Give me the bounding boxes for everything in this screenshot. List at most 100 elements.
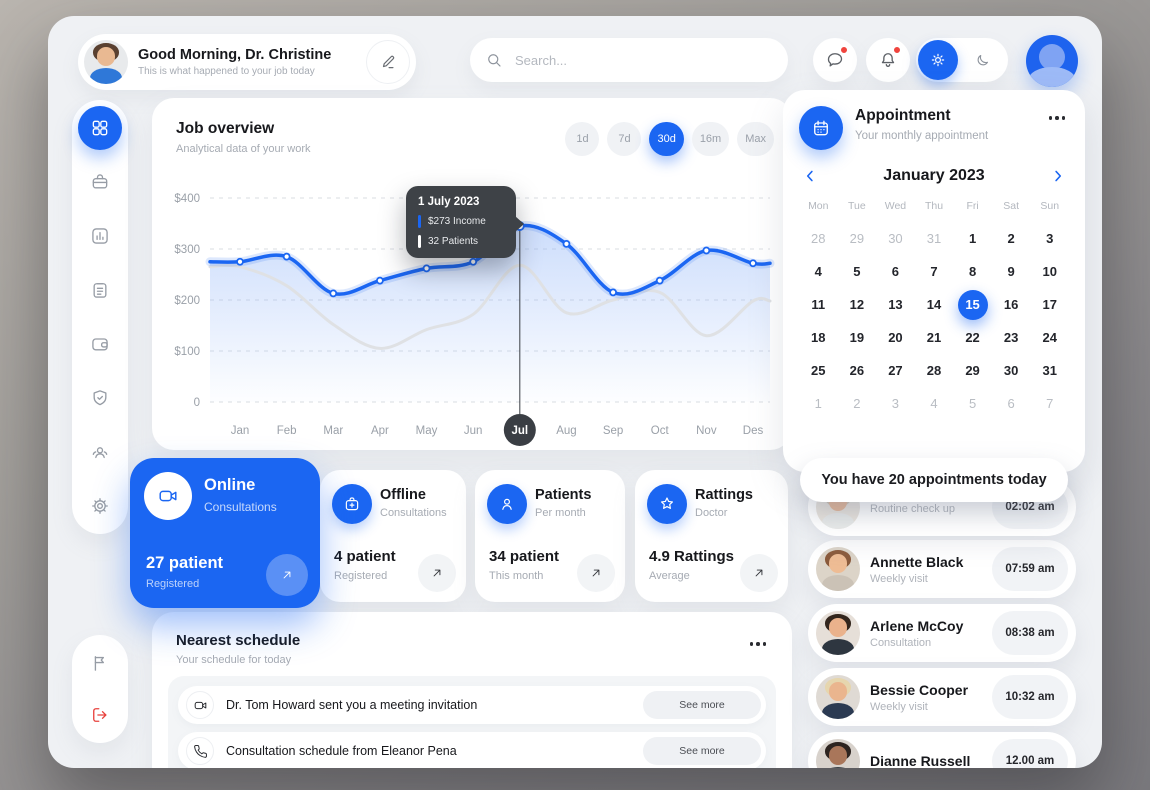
calendar-day[interactable]: 31	[1042, 363, 1057, 378]
calendar-day[interactable]: 23	[1003, 330, 1019, 345]
calendar-day[interactable]: 6	[891, 264, 900, 279]
dark-mode-button[interactable]	[958, 51, 1006, 70]
next-month-button[interactable]	[1047, 165, 1069, 187]
svg-text:Apr: Apr	[371, 425, 389, 437]
user-icon	[487, 484, 527, 524]
calendar-day[interactable]: 28	[926, 363, 942, 378]
visit-type: Weekly visit	[870, 700, 928, 713]
schedule-row[interactable]: Dr. Tom Howard sent you a meeting invita…	[178, 686, 766, 724]
calendar-day[interactable]: 24	[1042, 330, 1057, 345]
stat-card-offline[interactable]: Offline Consultations 4 patient Register…	[320, 470, 466, 602]
calendar-day[interactable]: 15	[953, 288, 992, 321]
calendar-day[interactable]: 13	[888, 297, 903, 312]
range-button-7d[interactable]: 7d	[607, 122, 642, 156]
schedule-row[interactable]: Consultation schedule from Eleanor Pena …	[178, 732, 766, 768]
prev-month-button[interactable]	[799, 165, 821, 187]
calendar-day[interactable]: 1	[968, 231, 977, 246]
star-icon	[647, 484, 687, 524]
calendar-day[interactable]: 11	[811, 297, 826, 312]
calendar-day[interactable]: 7	[1046, 396, 1054, 411]
range-button-1d[interactable]: 1d	[565, 122, 600, 156]
calendar-day[interactable]: 26	[849, 363, 865, 378]
calendar-day[interactable]: 18	[811, 330, 826, 345]
calendar-day[interactable]: 6	[1007, 396, 1015, 411]
calendar-day[interactable]: 22	[965, 330, 980, 345]
calendar-day[interactable]: 29	[849, 231, 865, 246]
calendar-day[interactable]: 3	[891, 396, 900, 411]
appointment-item[interactable]: Annette Black Weekly visit 07:59 am	[808, 540, 1076, 598]
calendar-day[interactable]: 30	[888, 231, 903, 246]
video-camera-icon	[186, 691, 214, 719]
range-button-16m[interactable]: 16m	[691, 122, 730, 156]
see-more-button[interactable]: See more	[643, 737, 761, 765]
calendar-day[interactable]: 2	[853, 396, 861, 411]
stat-title: Patients	[535, 487, 592, 503]
flag-icon	[90, 653, 110, 673]
calendar-day[interactable]: 5	[968, 396, 977, 411]
calendar-day[interactable]: 27	[888, 363, 903, 378]
calendar-day[interactable]: 5	[853, 264, 861, 279]
appointment-item[interactable]: Bessie Cooper Weekly visit 10:32 am	[808, 668, 1076, 726]
open-rattings-button[interactable]	[740, 554, 778, 592]
calendar-day[interactable]: 1	[814, 396, 822, 411]
edit-profile-button[interactable]	[366, 40, 410, 84]
calendar-day[interactable]: 19	[849, 330, 865, 345]
range-button-Max[interactable]: Max	[737, 122, 774, 156]
doctor-avatar	[84, 40, 128, 84]
video-camera-icon	[144, 472, 192, 520]
range-selector: 1d 7d 30d 16m Max	[565, 122, 774, 156]
calendar-day[interactable]: 3	[1046, 231, 1054, 246]
shield-check-icon	[90, 388, 110, 408]
calendar-day[interactable]: 2	[1007, 231, 1015, 246]
calendar-day[interactable]: 17	[1042, 297, 1057, 312]
calendar-day[interactable]: 20	[888, 330, 903, 345]
calendar-day[interactable]: 30	[1003, 363, 1019, 378]
appointment-more-button[interactable]	[1043, 110, 1072, 126]
calendar-day[interactable]: 16	[1003, 297, 1019, 312]
logout-button[interactable]	[78, 693, 122, 737]
range-button-30d[interactable]: 30d	[649, 122, 684, 156]
sidebar-item-analytics[interactable]	[78, 214, 122, 258]
light-mode-button[interactable]	[918, 40, 958, 80]
stat-value: 4 patient	[334, 548, 396, 565]
appointment-item[interactable]: Dianne Russell 12.00 am	[808, 732, 1076, 768]
sidebar-item-reports[interactable]	[78, 268, 122, 312]
calendar-day[interactable]: 4	[814, 264, 822, 279]
calendar-day[interactable]: 10	[1042, 264, 1057, 279]
user-profile-avatar[interactable]	[1026, 35, 1078, 87]
search-input[interactable]	[513, 51, 773, 69]
calendar-day[interactable]: 29	[965, 363, 980, 378]
arrow-up-right-icon	[752, 566, 766, 580]
sidebar-item-briefcase[interactable]	[78, 160, 122, 204]
open-patients-button[interactable]	[577, 554, 615, 592]
sidebar-item-settings[interactable]	[78, 484, 122, 528]
schedule-more-button[interactable]	[744, 636, 773, 652]
calendar-day[interactable]: 12	[849, 297, 865, 312]
open-offline-consultations-button[interactable]	[418, 554, 456, 592]
messages-button[interactable]	[813, 38, 857, 82]
stat-card-online[interactable]: Online Consultations 27 patient Register…	[130, 458, 320, 608]
calendar-day[interactable]: 21	[926, 330, 942, 345]
sidebar-item-dashboard[interactable]	[78, 106, 122, 150]
sidebar-item-wallet[interactable]	[78, 322, 122, 366]
stat-card-patients[interactable]: Patients Per month 34 patient This month	[475, 470, 625, 602]
stat-caption: Registered	[334, 570, 388, 582]
calendar-day[interactable]: 25	[811, 363, 826, 378]
stat-card-rattings[interactable]: Rattings Doctor 4.9 Rattings Average	[635, 470, 788, 602]
see-more-button[interactable]: See more	[643, 691, 761, 719]
calendar-day[interactable]: 28	[811, 231, 826, 246]
sidebar-item-patients[interactable]	[78, 430, 122, 474]
calendar-day[interactable]: 9	[1007, 264, 1015, 279]
calendar-dayname: Mon	[808, 200, 829, 212]
appointment-item[interactable]: Arlene McCoy Consultation 08:38 am	[808, 604, 1076, 662]
calendar-day[interactable]: 8	[968, 264, 977, 279]
calendar-day[interactable]: 4	[930, 396, 938, 411]
sidebar-item-insurance[interactable]	[78, 376, 122, 420]
calendar-day[interactable]: 31	[926, 231, 942, 246]
search-icon	[485, 51, 503, 69]
calendar-day[interactable]: 14	[926, 297, 942, 312]
open-online-consultations-button[interactable]	[266, 554, 308, 596]
alerts-button[interactable]	[866, 38, 910, 82]
calendar-day[interactable]: 7	[930, 264, 938, 279]
sidebar-item-flag[interactable]	[78, 641, 122, 685]
